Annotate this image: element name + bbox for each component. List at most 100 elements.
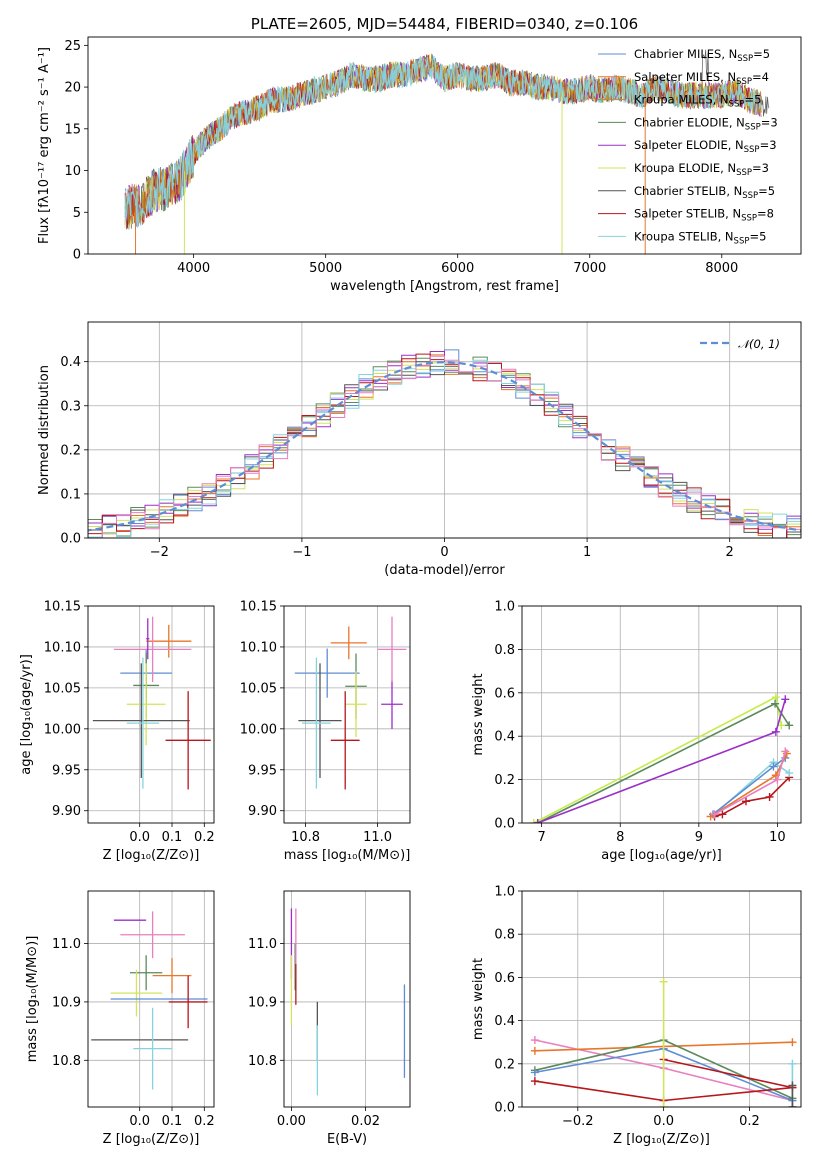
data-point — [330, 626, 367, 660]
legend-subscript: SSP — [744, 145, 760, 155]
x-tick-label: 5000 — [309, 261, 342, 276]
x-tick-label: 0.0 — [653, 1114, 674, 1129]
series-marker — [529, 819, 538, 823]
panel-mass-vs-z: 0.0 0.1 0.2 10.8 10.9 11.0 Z [log₁₀(Z/Z⊙)] mass… — [25, 890, 215, 1147]
y-tick-label: 0.8 — [494, 643, 515, 658]
series-marker — [718, 810, 727, 819]
series-line — [537, 702, 790, 823]
y-tick-label: 0.4 — [494, 730, 515, 745]
plot-area — [91, 911, 208, 1090]
y-axis-label: mass weight — [471, 958, 486, 1040]
series-marker — [773, 775, 782, 784]
x-axis-label: age [log₁₀(age/yr)] — [601, 848, 722, 863]
axes-frame — [87, 605, 215, 824]
y-tick-label: 0.6 — [494, 971, 515, 986]
legend-suffix: =5 — [744, 93, 761, 107]
legend-subscript: SSP — [737, 54, 753, 64]
x-tick-label: 7 — [538, 830, 546, 845]
histogram-series-line — [88, 359, 801, 538]
x-axis-label: (data-model)/error — [384, 563, 505, 578]
data-point — [130, 955, 163, 991]
y-tick-label: 20 — [64, 81, 81, 96]
y-axis-label: age [log₁₀(age/yr)] — [19, 654, 34, 775]
legend-entry: Salpeter ELODIE, NSSP=3 — [634, 138, 777, 155]
legend-subscript: SSP — [736, 77, 752, 87]
x-axis-label: Z [log₁₀(Z/Z⊙)] — [613, 1132, 710, 1147]
series-marker — [765, 792, 774, 801]
x-tick-label: 9 — [695, 830, 703, 845]
legend-label: Salpeter MILES, N — [634, 70, 736, 84]
y-tick-label: 1.0 — [494, 600, 515, 615]
axes-frame — [283, 605, 411, 824]
axes-frame — [87, 890, 215, 1108]
y-tick-label: 10.15 — [240, 600, 277, 615]
y-tick-label: 1.0 — [494, 885, 515, 900]
data-point — [330, 691, 360, 790]
axes-frame — [87, 36, 802, 255]
histogram-series-line — [88, 355, 801, 538]
panel-mass-vs-ebv: 0.00 0.02 10.8 10.9 11.0 E(B-V) — [248, 890, 411, 1147]
y-tick-label: 11.0 — [248, 937, 277, 952]
series-marker — [530, 1077, 539, 1086]
legend-entry: Chabrier STELIB, NSSP=5 — [634, 184, 775, 201]
x-axis-label: E(B-V) — [327, 1132, 367, 1147]
series-marker — [771, 699, 780, 708]
x-tick-label: 7000 — [573, 261, 606, 276]
data-point — [294, 648, 360, 698]
legend-entry: Chabrier MILES, NSSP=5 — [634, 47, 770, 64]
series-line — [533, 695, 783, 823]
axes-frame — [521, 890, 802, 1108]
y-tick-label: 10.00 — [240, 722, 277, 737]
legend-suffix: =8 — [757, 207, 774, 221]
plot-area — [294, 616, 407, 790]
y-tick-label: 15 — [64, 122, 81, 137]
data-point — [113, 616, 192, 683]
legend-suffix: =3 — [752, 161, 769, 175]
legend-suffix: =5 — [753, 47, 770, 61]
series-marker — [785, 721, 794, 730]
legend-label: Salpeter ELODIE, N — [634, 138, 744, 152]
x-tick-label: 8000 — [705, 261, 738, 276]
y-tick-label: 0.2 — [60, 443, 81, 458]
y-tick-label: 0.1 — [60, 487, 81, 502]
y-tick-label: 10.15 — [44, 600, 81, 615]
legend-subscript: SSP — [729, 100, 745, 110]
legend-subscript: SSP — [741, 214, 757, 224]
data-point — [146, 624, 192, 658]
y-tick-label: 10.9 — [52, 995, 81, 1010]
y-tick-label: 10.9 — [248, 995, 277, 1010]
legend-suffix: =5 — [758, 184, 775, 198]
y-tick-label: 0.4 — [60, 355, 81, 370]
spectrum-series-line — [124, 55, 762, 228]
series-marker — [785, 769, 794, 778]
data-point — [165, 691, 211, 790]
y-tick-label: 25 — [64, 39, 81, 54]
y-tick-label: 10.10 — [240, 640, 277, 655]
y-tick-label: 10.05 — [44, 681, 81, 696]
x-tick-label: 10.8 — [291, 830, 320, 845]
y-tick-label: 10 — [64, 164, 81, 179]
series-marker — [741, 797, 750, 806]
x-tick-label: 0.0 — [129, 830, 150, 845]
y-axis-label: mass [log₁₀(M/M⊙)] — [25, 936, 40, 1063]
legend-subscript: SSP — [734, 236, 750, 246]
legend-subscript: SSP — [736, 168, 752, 178]
series-marker — [788, 1081, 797, 1090]
panel-age-vs-z: 0.0 0.1 0.2 9.90 9.95 10.00 10.05 10.10 10.15 Z [… — [19, 600, 215, 864]
series-marker — [530, 1046, 539, 1055]
legend-entry: Salpeter STELIB, NSSP=8 — [634, 207, 774, 224]
data-point — [152, 958, 192, 994]
series-marker — [710, 810, 719, 819]
plot-area — [124, 49, 770, 254]
data-point — [345, 671, 367, 738]
series-marker — [788, 1059, 797, 1068]
x-tick-label: 0.00 — [277, 1114, 306, 1129]
data-point — [133, 1007, 172, 1090]
y-tick-label: 9.90 — [248, 804, 277, 819]
legend-label: Kroupa MILES, N — [634, 93, 729, 107]
data-point — [168, 975, 208, 1029]
y-tick-label: 0.2 — [494, 1057, 515, 1072]
legend-subscript: SSP — [745, 122, 761, 132]
panel-age-vs-mass: 10.8 11.0 9.90 9.95 10.00 10.05 10.10 10.15 mass… — [240, 600, 411, 863]
y-tick-label: 0.8 — [494, 928, 515, 943]
